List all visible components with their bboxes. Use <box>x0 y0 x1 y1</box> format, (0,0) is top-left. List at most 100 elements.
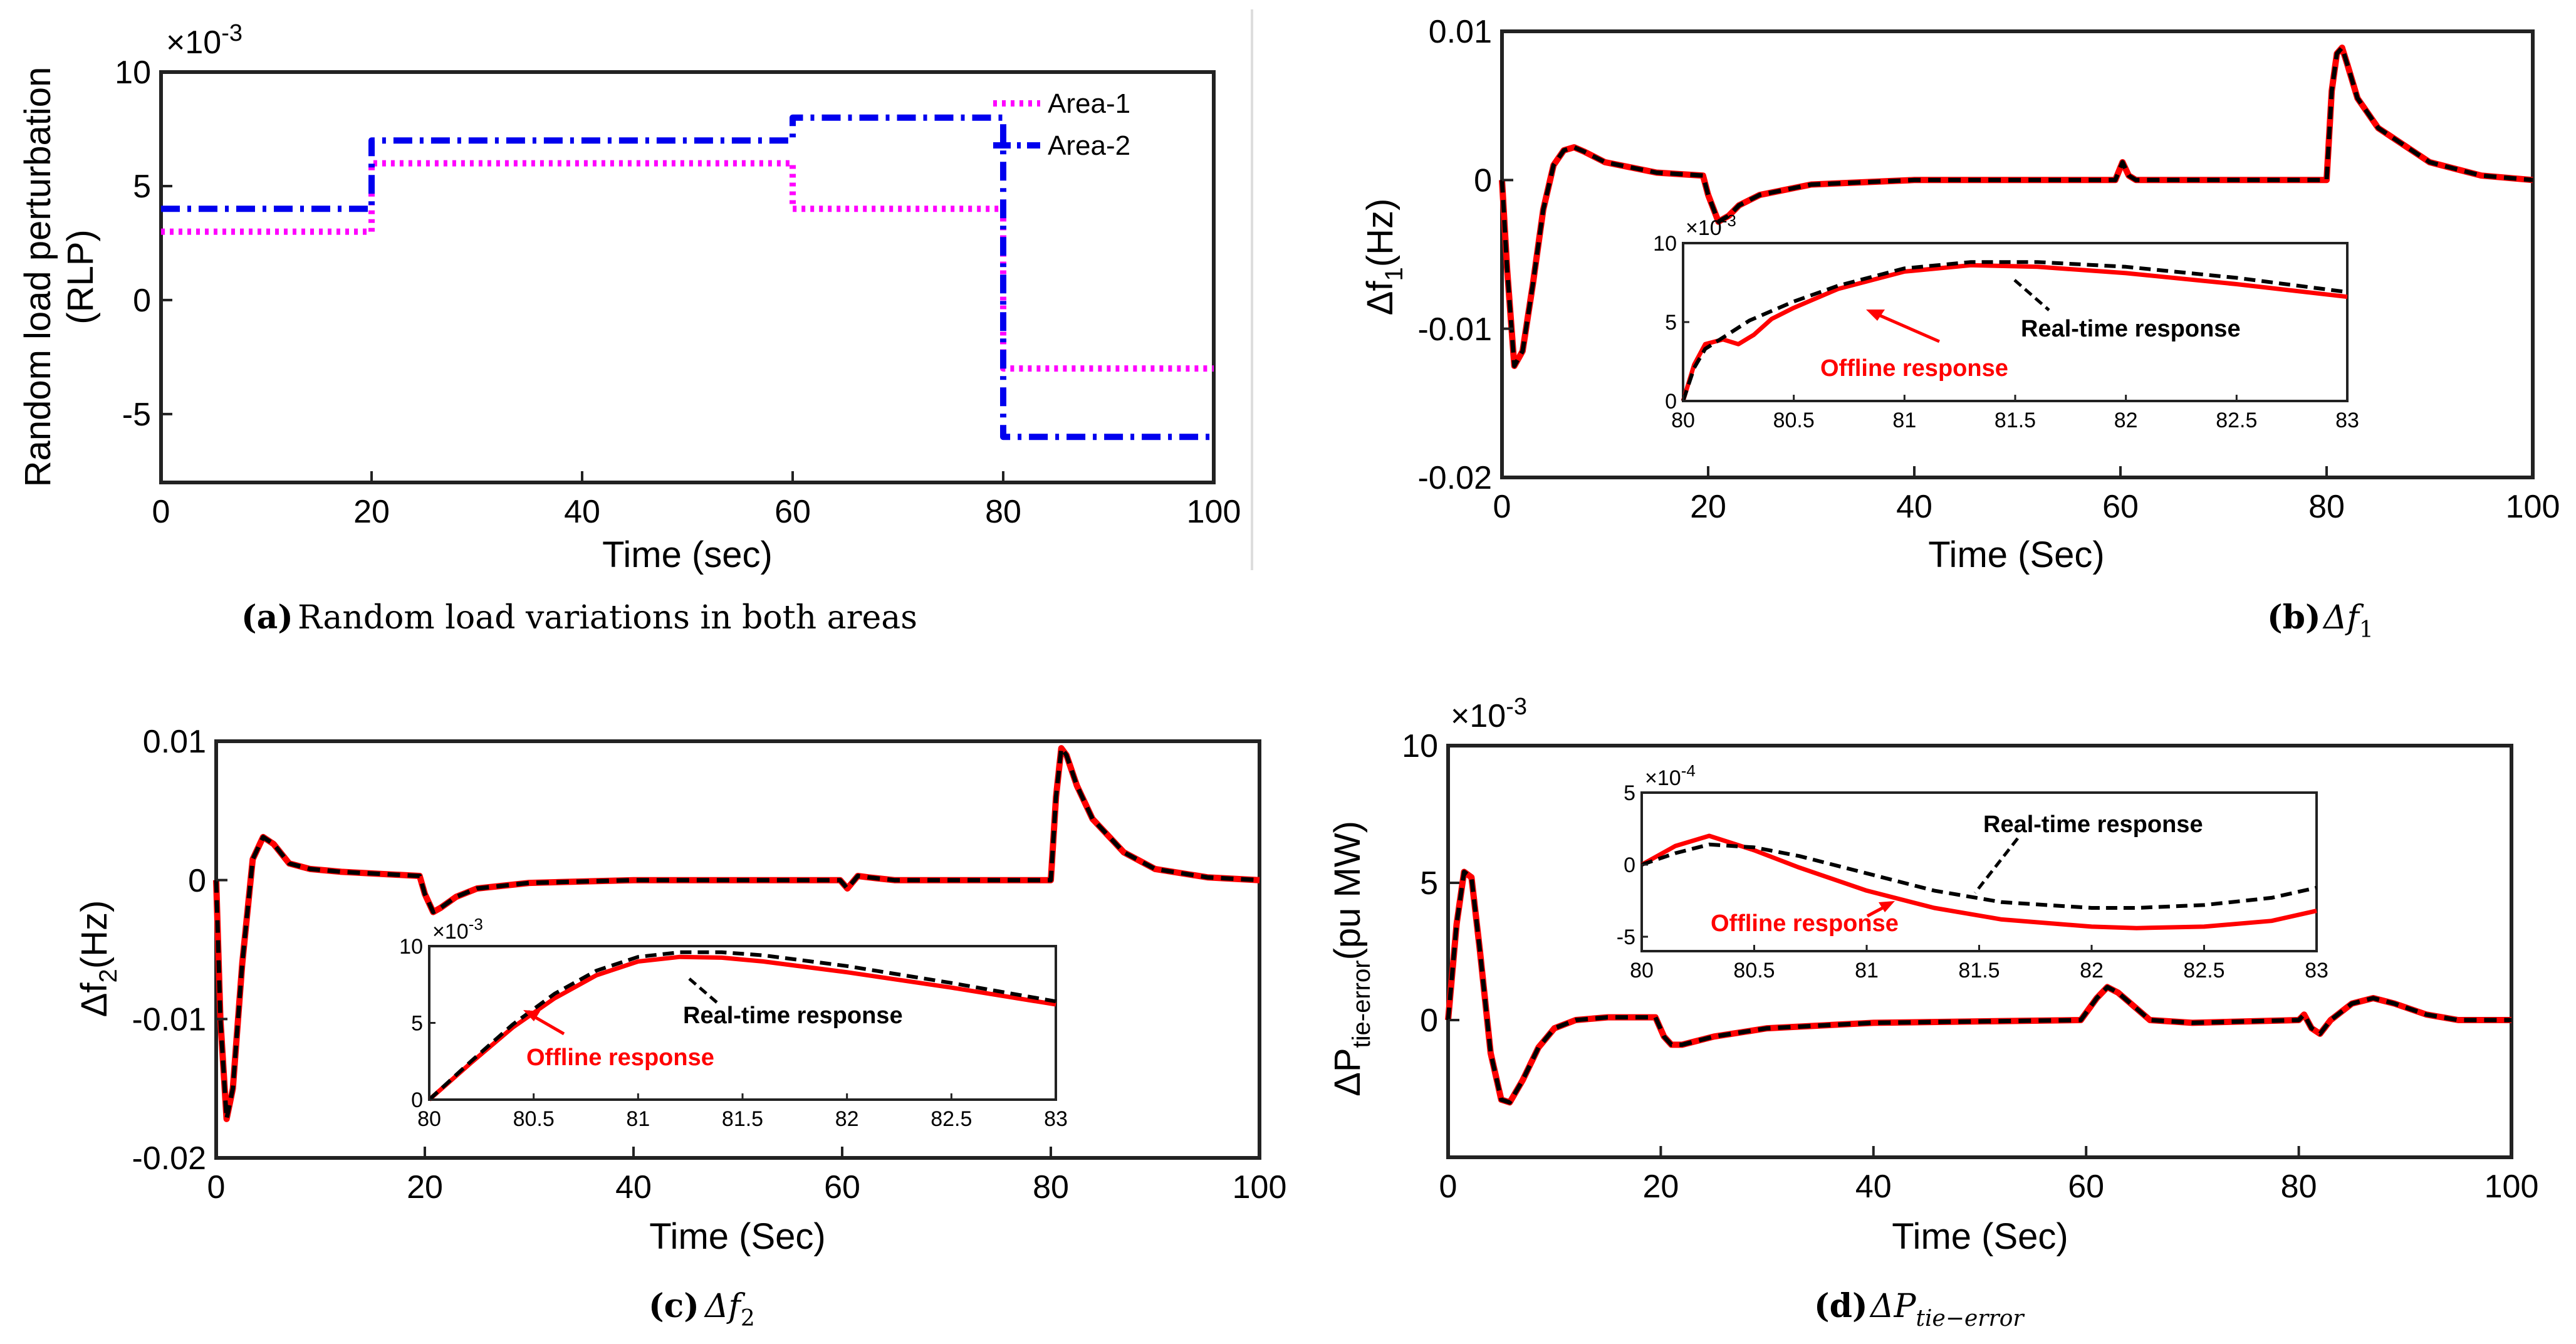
panel-d-inset-x-tick-label: 81 <box>1855 959 1879 982</box>
panel-d-axes-frame <box>1446 744 2513 1159</box>
panel-c-x-tick-label: 40 <box>615 1169 652 1206</box>
panel-b-y-tick-label: 0 <box>1474 163 1492 199</box>
panel-b-y-tick-label: -0.02 <box>1417 460 1492 496</box>
panel-b-inset-x-tick-label: 83 <box>2335 409 2359 432</box>
panel-a-x-tick-label: 0 <box>152 494 170 530</box>
panel-c-inset-exponent: ×10-3 <box>432 915 483 944</box>
panel-a-x-tick-label: 100 <box>1187 494 1241 530</box>
panel-a-caption-label: (a) <box>241 598 293 637</box>
panel-b-y-ticks: 0.01 0 -0.01 -0.02 <box>1417 14 1513 496</box>
panel-b-inset-x-tick-label: 80.5 <box>1773 409 1815 432</box>
panel-c-y-tick-label: -0.01 <box>132 1002 206 1038</box>
panel-d-x-tick-label: 60 <box>2068 1169 2104 1205</box>
panel-d-y-tick-label: 10 <box>1402 728 1438 764</box>
panel-d: 0 20 40 60 80 100 10 5 0 ×10-3 Time (Sec) ΔPtie… <box>1327 694 2538 1331</box>
panel-d-inset-series-real-time-response <box>1641 842 2317 910</box>
panel-d-inset-y-tick-label: -5 <box>1617 925 1635 949</box>
panel-d-inset-x-ticks: 80 80.5 81 81.5 82 82.5 83 <box>1630 945 2328 982</box>
panel-c-x-tick-label: 60 <box>824 1169 860 1206</box>
panel-c-realtime-pointer <box>688 977 722 1007</box>
panel-b-x-tick-label: 100 <box>2506 489 2560 525</box>
panel-d-x-tick-label: 100 <box>2485 1169 2539 1205</box>
panel-d-series-real-time-response <box>1446 870 2511 1105</box>
panel-d-x-tick-label: 20 <box>1642 1169 1679 1205</box>
panel-b-inset-x-tick-label: 82 <box>2114 409 2138 432</box>
panel-b-inset-x-ticks: 80 80.5 81 81.5 82 82.5 83 <box>1671 395 2359 432</box>
panel-a-y-tick-label: 0 <box>133 283 151 319</box>
panel-b-caption-text: Δf1 <box>2322 599 2374 643</box>
panel-c-series-offline-response <box>213 745 1260 1122</box>
panel-a-x-tick-label: 40 <box>564 494 600 530</box>
panel-d-caption-text: ΔPtie−error <box>1869 1288 2025 1331</box>
panel-d-inset-x-tick-label: 80 <box>1630 959 1654 982</box>
panel-c-caption-label: (c) <box>649 1287 699 1325</box>
panel-a-x-tick-label: 20 <box>353 494 390 530</box>
panel-d-inset-x-tick-label: 82.5 <box>2183 959 2224 982</box>
panel-b-x-tick-label: 0 <box>1493 489 1511 525</box>
panel-c-inset-series-group <box>427 950 1056 1102</box>
panel-d-xlabel: Time (Sec) <box>1892 1216 2068 1257</box>
panel-b-x-tick-label: 20 <box>1690 489 1726 525</box>
panel-c-offline-annotation: Offline response <box>526 1044 714 1071</box>
panel-b-realtime-pointer <box>2013 279 2050 311</box>
panel-b-y-tick-label: -0.01 <box>1417 311 1492 348</box>
panel-d-offline-annotation: Offline response <box>1711 910 1899 937</box>
panel-c-inset-x-tick-label: 83 <box>1044 1107 1068 1131</box>
panel-c-y-tick-label: 0.01 <box>143 724 206 760</box>
panel-c-inset-x-tick-label: 81 <box>626 1107 650 1131</box>
panel-b: 0 20 40 60 80 100 0.010-0.01-0.02 Time (Sec) … <box>1360 14 2560 643</box>
panel-c-series-group <box>213 745 1260 1122</box>
panel-c-caption-text: Δf2 <box>704 1288 755 1331</box>
panel-a-ylabel-line2: (RLP) <box>60 229 101 324</box>
panel-a-y-tick-label: 10 <box>115 55 151 91</box>
panel-c-inset-y-tick-label: 10 <box>399 935 423 959</box>
panel-b-offline-arrowhead <box>1866 310 1885 321</box>
panel-c-inset-series-real-time-response <box>427 950 1056 1102</box>
panel-c-inset-x-tick-label: 82.5 <box>931 1107 972 1131</box>
panel-c-inset-y-tick-label: 5 <box>411 1011 423 1035</box>
panel-c-inset-series-offline-response <box>427 954 1056 1102</box>
panel-b-inset-series-real-time-response <box>1681 260 2348 402</box>
panel-d-realtime-annotation: Real-time response <box>1983 811 2203 838</box>
panel-a-x-tick-label: 80 <box>985 494 1021 530</box>
panel-a-ylabel-line1: Random load perturbation <box>18 67 58 487</box>
panel-d-inset-x-tick-label: 82 <box>2080 959 2104 982</box>
panel-d-inset-y-tick-label: 5 <box>1624 781 1635 805</box>
panel-b-x-tick-label: 60 <box>2102 489 2139 525</box>
panel-b-x-ticks: 0 20 40 60 80 100 <box>1493 466 2560 525</box>
panel-d-x-tick-label: 0 <box>1439 1169 1457 1205</box>
panel-b-inset-x-tick-label: 80 <box>1671 409 1695 432</box>
panel-d-inset-y-ticks: 5 0 -5 <box>1617 781 1648 949</box>
panel-c: 0 20 40 60 80 100 0.010-0.01-0.02 Time (Sec) … <box>74 724 1286 1331</box>
panel-a-exponent: ×10-3 <box>166 20 242 61</box>
panel-c-x-tick-label: 100 <box>1233 1169 1287 1206</box>
panel-a-y-tick-label: 5 <box>133 169 151 205</box>
panel-d-y-tick-label: 5 <box>1420 865 1438 902</box>
panel-a: 0 20 40 60 80 100 10 5 0 -5 ×10-3 Time (sec) Ran… <box>18 20 1241 637</box>
panel-c-x-ticks: 0 20 40 60 80 100 <box>207 1147 1287 1206</box>
panel-b-inset-y-tick-label: 5 <box>1665 311 1677 335</box>
panel-b-inset-y-tick-label: 10 <box>1653 232 1677 256</box>
panel-b-offline-annotation: Offline response <box>1820 355 2008 382</box>
panel-a-caption-text: Random load variations in both areas <box>298 599 917 637</box>
panel-c-inset-x-tick-label: 82 <box>835 1107 859 1131</box>
panel-c-inset-x-ticks: 80 80.5 81 81.5 82 82.5 83 <box>417 1093 1068 1131</box>
panel-c-xlabel: Time (Sec) <box>649 1216 825 1257</box>
panel-c-x-tick-label: 0 <box>207 1169 226 1206</box>
panel-a-legend: Area-1 Area-2 <box>993 88 1130 161</box>
panel-b-axes-frame <box>1500 29 2535 479</box>
panel-b-inset-x-tick-label: 81.5 <box>1995 409 2036 432</box>
panel-a-xlabel: Time (sec) <box>602 534 773 575</box>
panel-c-ylabel: Δf2(Hz) <box>74 900 122 1018</box>
panel-d-inset-series-group <box>1640 833 2317 930</box>
panel-d-inset-series-offline-response <box>1640 833 2317 930</box>
legend-label-area-1: Area-1 <box>1048 88 1130 119</box>
panel-a-axes-frame <box>159 70 1216 484</box>
panel-d-inset-x-tick-label: 80.5 <box>1733 959 1775 982</box>
panel-a-y-ticks: 10 5 0 -5 <box>115 55 172 433</box>
panel-c-y-ticks: 0.01 0 -0.01 -0.02 <box>132 724 227 1177</box>
panel-c-inset-frame <box>428 945 1057 1101</box>
panel-d-x-tick-label: 40 <box>1855 1169 1892 1205</box>
panel-b-series-group <box>1499 44 2533 369</box>
